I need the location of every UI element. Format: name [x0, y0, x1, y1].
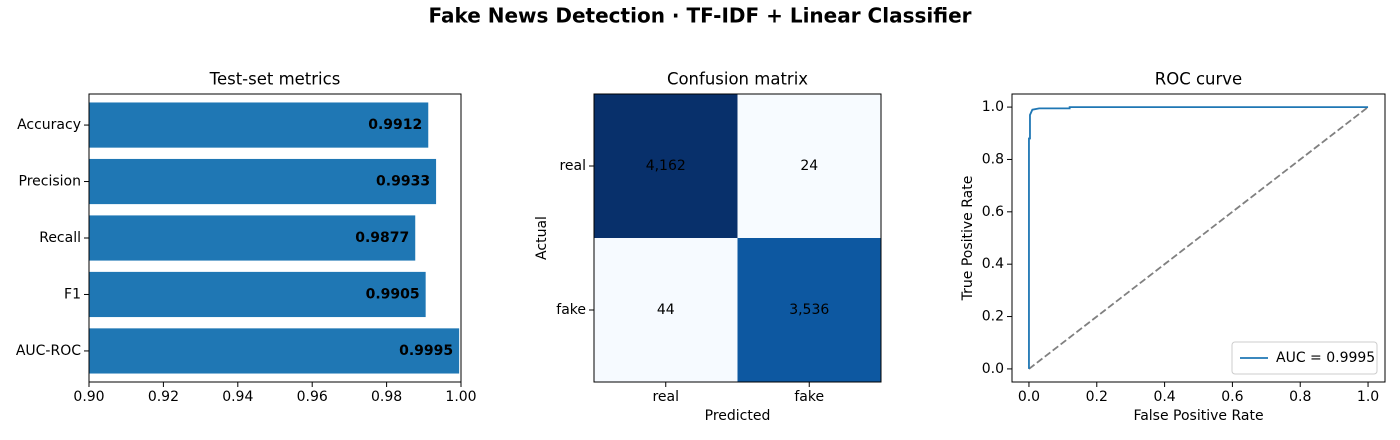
y-tick-label: 0.2	[982, 309, 1004, 325]
x-tick-label: 1.00	[445, 389, 476, 405]
heatmap-cell	[737, 238, 881, 382]
cell-label: 4,162	[646, 158, 686, 174]
bar	[89, 215, 416, 261]
y-tick-label: F1	[64, 286, 81, 302]
x-tick-label: 0.90	[73, 389, 104, 405]
bar-value-label: 0.9912	[368, 117, 422, 133]
subplot-title: ROC curve	[1155, 70, 1242, 89]
x-tick-label: fake	[794, 389, 824, 405]
y-axis-label: True Positive Rate	[960, 176, 976, 302]
subplot-title: Confusion matrix	[667, 70, 808, 89]
bar	[89, 328, 460, 374]
axes-frame	[88, 93, 462, 383]
bar	[89, 102, 429, 148]
x-tick-label: 0.0	[1018, 389, 1040, 405]
reference-line	[1028, 106, 1369, 370]
y-tick-label: Precision	[19, 174, 81, 190]
bar-value-label: 0.9905	[366, 286, 420, 302]
x-tick-label: 0.96	[297, 389, 328, 405]
y-tick-label: 0.8	[982, 151, 1004, 167]
y-tick-label: AUC-ROC	[16, 343, 81, 359]
legend-label: AUC = 0.9995	[1276, 350, 1375, 366]
cell-label: 3,536	[789, 302, 829, 318]
y-tick-label: Recall	[39, 230, 81, 246]
heatmap-cell	[594, 238, 738, 382]
y-tick-label: 1.0	[982, 99, 1004, 115]
roc-line	[1028, 106, 1369, 369]
axes-frame	[1011, 93, 1386, 383]
x-tick-label: 0.6	[1221, 389, 1243, 405]
cell-label: 24	[800, 158, 818, 174]
bar-value-label: 0.9933	[376, 174, 430, 190]
figure-title: Fake News Detection · TF-IDF + Linear Cl…	[428, 4, 971, 28]
y-tick-label: Accuracy	[17, 117, 81, 133]
y-tick-label: 0.0	[982, 361, 1004, 377]
subplot-title: Test-set metrics	[209, 70, 341, 89]
x-tick-label: 0.98	[371, 389, 402, 405]
x-tick-label: 1.0	[1357, 389, 1379, 405]
x-tick-label: 0.8	[1289, 389, 1311, 405]
y-tick-label: real	[559, 158, 586, 174]
y-tick-label: 0.6	[982, 204, 1004, 220]
heatmap-cell	[737, 94, 881, 238]
heatmap-cell	[594, 94, 738, 238]
x-tick-label: 0.2	[1086, 389, 1108, 405]
y-tick-label: 0.4	[982, 256, 1004, 272]
x-axis-label: False Positive Rate	[1133, 408, 1263, 424]
x-tick-label: 0.4	[1153, 389, 1175, 405]
bar	[89, 271, 426, 318]
x-tick-label: real	[652, 389, 679, 405]
y-tick-label: fake	[556, 302, 586, 318]
bar	[89, 158, 437, 205]
bar-value-label: 0.9995	[399, 343, 453, 359]
bar-value-label: 0.9877	[355, 230, 409, 246]
x-axis-label: Predicted	[705, 408, 771, 424]
x-tick-label: 0.92	[148, 389, 179, 405]
cell-label: 44	[657, 302, 675, 318]
axes-frame	[593, 93, 882, 383]
x-tick-label: 0.94	[222, 389, 253, 405]
legend-box	[1231, 341, 1378, 375]
y-axis-label: Actual	[534, 216, 550, 260]
